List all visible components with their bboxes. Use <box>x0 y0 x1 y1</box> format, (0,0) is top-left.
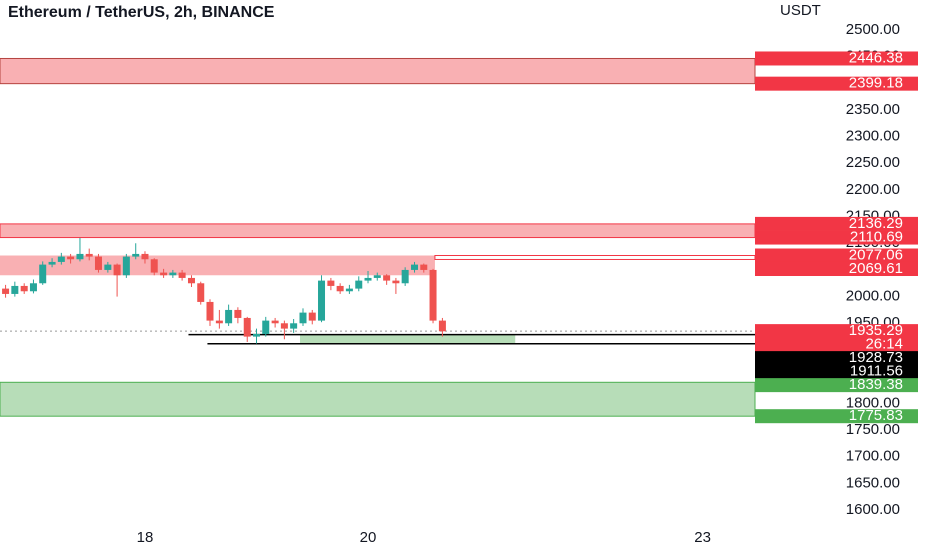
candle-body <box>132 253 140 257</box>
x-tick-label: 18 <box>137 529 154 546</box>
candle-body <box>215 320 223 324</box>
y-tick-label: 1700.00 <box>846 448 900 465</box>
candle-body <box>29 283 37 292</box>
candle-body <box>299 312 307 324</box>
x-tick-label: 20 <box>360 529 377 546</box>
price-label-box <box>755 378 918 393</box>
candle-body <box>280 323 288 329</box>
candle-body <box>11 285 19 294</box>
y-tick-label: 2250.00 <box>846 154 900 171</box>
price-label-box <box>755 230 918 245</box>
candle-body <box>271 320 279 324</box>
candle-body <box>160 272 168 276</box>
price-label-box <box>755 51 918 66</box>
candle-body <box>225 309 233 324</box>
candle-body <box>178 272 186 278</box>
candle-body <box>206 301 214 321</box>
candle-body <box>234 309 242 318</box>
candle-body <box>48 261 56 265</box>
price-label: 2077.06 <box>849 246 903 263</box>
zone <box>0 223 756 239</box>
candle-body <box>67 256 75 260</box>
price-label-box <box>755 76 918 91</box>
candle-body <box>429 269 437 321</box>
candle-body <box>57 256 65 262</box>
candle-body <box>141 253 149 260</box>
candle-body <box>392 280 400 284</box>
candle-body <box>169 272 177 276</box>
candle-body <box>383 275 391 281</box>
y-tick-label: 1750.00 <box>846 421 900 438</box>
price-label-box <box>755 364 918 379</box>
candle-body <box>113 264 121 276</box>
candle-body <box>187 277 195 284</box>
price-label: 2110.69 <box>850 229 903 246</box>
candle-body <box>364 277 372 281</box>
price-label-box <box>755 409 918 424</box>
candle-body <box>94 256 102 270</box>
candle-body <box>438 320 446 332</box>
candle-body <box>411 264 419 270</box>
price-label: 1928.73 <box>849 349 903 366</box>
band <box>299 334 516 344</box>
y-tick-label: 2500.00 <box>846 21 900 38</box>
zone <box>0 381 756 417</box>
price-label-box <box>755 324 918 352</box>
price-label-box <box>755 248 918 263</box>
price-label-box <box>755 261 918 276</box>
candle-body <box>308 312 316 321</box>
candle-body <box>197 283 205 302</box>
candle-body <box>327 280 335 286</box>
price-label-box <box>755 216 918 231</box>
zone <box>434 254 756 260</box>
candle-body <box>336 285 344 292</box>
price-label: 1775.83 <box>849 407 903 424</box>
candle-body <box>150 259 158 273</box>
price-label: 2069.61 <box>849 260 903 277</box>
band <box>0 255 435 276</box>
candle-body <box>318 280 326 321</box>
y-tick-label: 2300.00 <box>846 128 900 145</box>
plot-area <box>0 29 760 530</box>
price-label: 1935.29 <box>849 322 903 339</box>
price-label: 2136.29 <box>849 215 903 232</box>
candle-body <box>290 323 298 329</box>
candle-body <box>104 264 112 270</box>
x-tick-label: 23 <box>694 529 711 546</box>
candle-body <box>85 253 93 257</box>
candle-body <box>345 288 353 292</box>
y-tick-label: 1600.00 <box>846 501 900 518</box>
price-label-box <box>755 351 918 366</box>
candle-body <box>243 317 251 337</box>
candle-body <box>122 256 130 276</box>
candle-body <box>355 280 363 289</box>
candle-body <box>262 320 270 334</box>
candle-body <box>39 264 47 284</box>
y-tick-label: 1800.00 <box>846 394 900 411</box>
zone <box>0 57 756 85</box>
y-tick-label: 2000.00 <box>846 288 900 305</box>
candle-body <box>401 269 409 284</box>
candle-body <box>373 275 381 278</box>
y-tick-label: 2350.00 <box>846 101 900 118</box>
price-label: 2399.18 <box>849 75 903 92</box>
candle-body <box>20 285 28 292</box>
y-tick-label: 2200.00 <box>846 181 900 198</box>
chart-title: Ethereum / TetherUS, 2h, BINANCE <box>8 4 275 21</box>
y-axis-label: USDT <box>780 2 821 19</box>
candle-body <box>252 333 260 337</box>
price-label: 1911.56 <box>850 363 903 380</box>
candle-body <box>2 288 10 294</box>
y-tick-label: 1650.00 <box>846 474 900 491</box>
candle-body <box>76 253 84 260</box>
countdown: 26:14 <box>865 336 903 353</box>
price-label: 2446.38 <box>849 49 903 66</box>
price-label: 1839.38 <box>849 376 903 393</box>
candle-body <box>420 264 428 270</box>
